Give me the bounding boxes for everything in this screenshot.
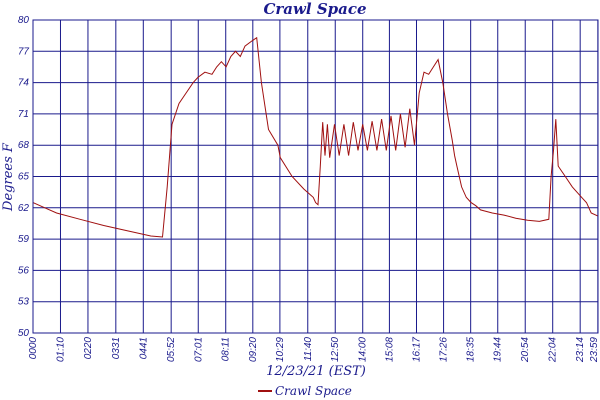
x-tick-label: 07:01: [193, 337, 204, 362]
x-tick-label: 15:08: [384, 337, 395, 362]
x-tick-label: 09:20: [248, 337, 259, 362]
x-tick-label: 0441: [138, 337, 149, 359]
y-tick-label: 50: [18, 328, 30, 339]
x-tick-label: 11:40: [303, 337, 314, 362]
x-axis-label: 12/23/21 (EST): [266, 364, 366, 379]
x-tick-label: 16:17: [411, 337, 422, 362]
x-tick-label: 19:44: [493, 337, 504, 362]
y-tick-label: 68: [18, 140, 30, 151]
x-tick-label: 12:50: [330, 337, 341, 362]
x-tick-label: 0331: [111, 337, 122, 359]
y-tick-label: 53: [18, 297, 30, 308]
x-tick-labels: 0000 01:10 0220 0331 0441 05:52 07:01 08:11 09:2…: [28, 337, 600, 363]
x-tick-label: 08:11: [221, 337, 232, 361]
y-tick-label: 65: [18, 172, 30, 183]
y-tick-label: 62: [18, 203, 30, 214]
y-tick-labels: 50 53 56 59 62 65 68 71 74 77 80: [18, 15, 30, 339]
x-tick-label: 20:54: [520, 337, 531, 363]
x-tick-label: 10:29: [275, 337, 286, 362]
x-tick-label: 14:00: [358, 337, 369, 362]
x-tick-label: 0220: [83, 337, 94, 360]
y-tick-label: 74: [18, 78, 30, 89]
x-tick-label: 23:59: [589, 337, 600, 363]
y-tick-label: 77: [18, 46, 30, 57]
y-tick-label: 80: [18, 15, 30, 26]
y-tick-label: 56: [18, 265, 30, 276]
legend: Crawl Space: [258, 384, 352, 398]
x-tick-label: 23:14: [575, 337, 586, 363]
x-tick-label: 0000: [28, 337, 39, 360]
series-line-crawl-space: [32, 36, 599, 238]
x-tick-label: 17:26: [439, 337, 450, 362]
x-tick-label: 22:04: [548, 337, 559, 363]
chart-title: Crawl Space: [263, 0, 366, 18]
y-axis-label: Degrees F: [1, 142, 16, 212]
plot-frame: [32, 19, 599, 334]
y-tick-label: 71: [18, 109, 29, 120]
legend-label-crawl-space: Crawl Space: [275, 384, 352, 398]
x-tick-label: 18:35: [466, 337, 477, 362]
x-tick-label: 05:52: [166, 337, 177, 362]
x-tick-label: 01:10: [55, 337, 66, 362]
y-tick-label: 59: [18, 234, 30, 245]
